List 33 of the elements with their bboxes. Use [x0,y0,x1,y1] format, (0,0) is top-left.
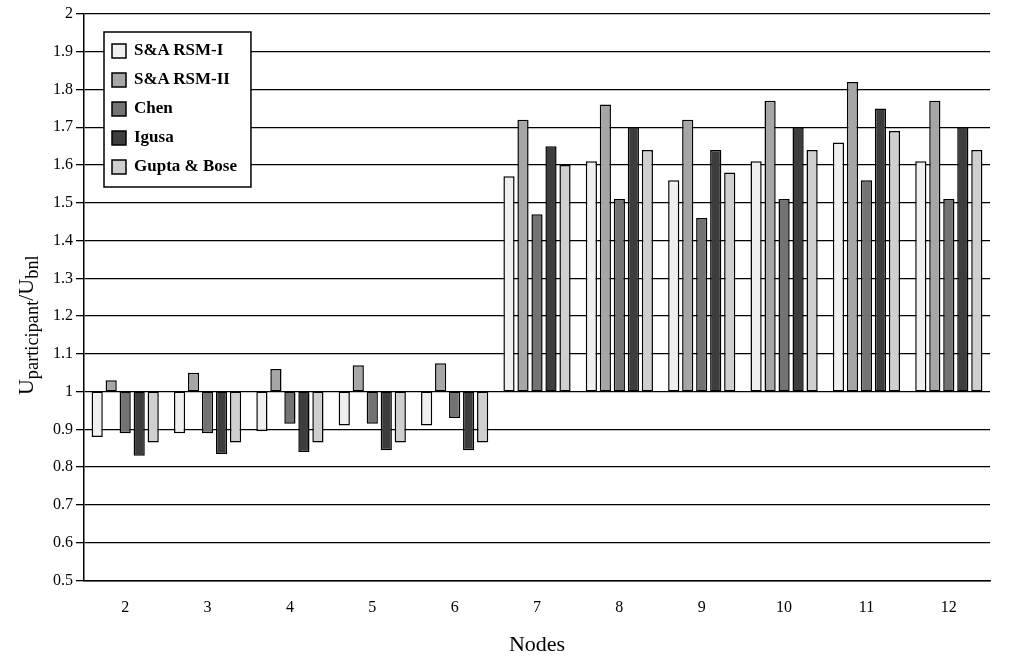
y-tick-label: 1.2 [53,306,73,324]
legend-label: S&A RSM-I [134,40,224,60]
x-tick-label: 9 [697,598,706,616]
y-tick-label: 1.7 [53,117,73,135]
y-tick-label: 0.7 [53,495,73,513]
y-tick-label: 1.6 [53,155,73,173]
legend-label: Gupta & Bose [134,156,238,176]
x-tick-label: 2 [121,598,130,616]
y-tick-label: 1.3 [53,268,73,286]
x-tick-label: 11 [858,598,875,616]
legend-label: Chen [134,98,174,118]
x-axis-title: Nodes [508,630,566,656]
x-tick-label: 8 [615,598,624,616]
legend-label: S&A RSM-II [134,69,231,89]
y-tick-label: 1.1 [53,344,73,362]
x-tick-label: 4 [285,598,294,616]
y-tick-label: 1.9 [53,41,73,59]
x-tick-label: 12 [940,598,957,616]
y-tick-label: 0.6 [53,532,73,550]
x-tick-label: 7 [533,598,541,616]
y-tick-label: 0.9 [53,419,73,437]
x-tick-label: 5 [368,598,377,616]
y-tick-label: 0.5 [53,570,73,588]
x-tick-label: 3 [203,598,212,616]
y-tick-label: 1.8 [53,79,73,97]
x-tick-label: 6 [450,598,459,616]
legend-label: Igusa [134,127,175,147]
y-tick-label: 0.8 [53,457,73,475]
y-tick-label: 1.5 [53,193,73,210]
y-tick-label: 2 [65,4,73,22]
y-tick-label: 1 [65,381,73,399]
y-tick-label: 1.4 [53,230,73,248]
x-tick-label: 10 [776,598,793,616]
